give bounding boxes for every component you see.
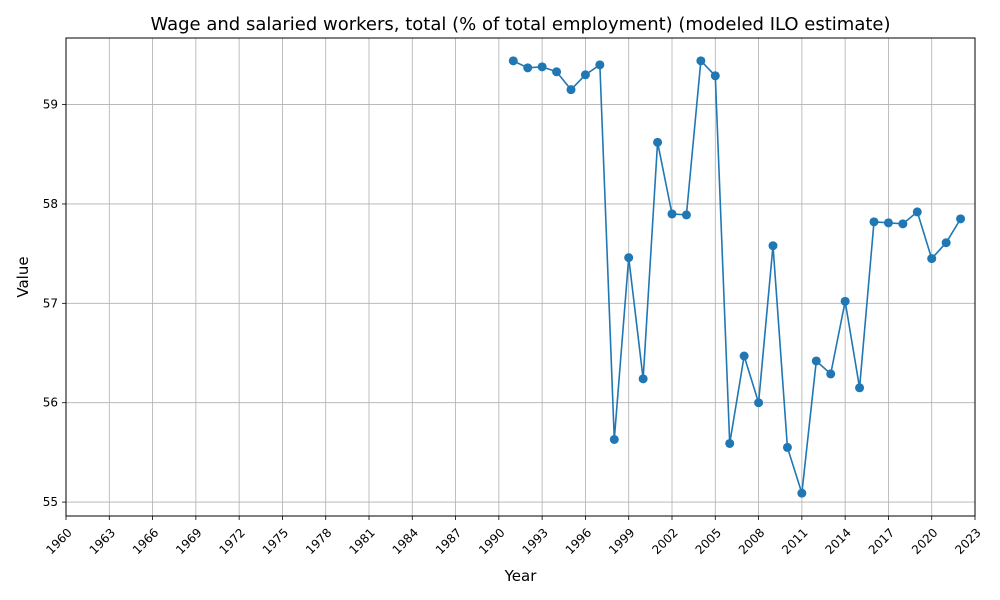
data-point xyxy=(710,71,720,81)
data-point xyxy=(768,241,778,251)
data-point xyxy=(869,217,879,227)
data-point xyxy=(566,85,576,95)
data-point xyxy=(754,398,764,408)
y-axis-label: Value xyxy=(14,256,32,297)
data-point xyxy=(537,62,547,72)
data-point xyxy=(912,207,922,217)
data-point xyxy=(595,60,605,70)
data-point xyxy=(609,434,619,444)
data-point xyxy=(552,67,562,77)
data-series xyxy=(508,56,966,498)
plot-frame xyxy=(65,37,976,517)
data-point xyxy=(883,218,893,228)
data-point xyxy=(782,442,792,452)
chart-title: Wage and salaried workers, total (% of t… xyxy=(150,14,890,35)
data-point xyxy=(811,356,821,366)
data-point xyxy=(941,238,951,248)
data-point xyxy=(696,56,706,66)
data-point xyxy=(797,488,807,498)
data-point xyxy=(624,253,634,263)
data-point xyxy=(580,70,590,80)
data-point xyxy=(826,369,836,379)
x-axis-label: Year xyxy=(504,567,538,585)
y-axis-ticks: 55 56 57 58 59 xyxy=(43,98,66,509)
gridlines xyxy=(65,38,976,516)
data-point xyxy=(927,254,937,264)
y-tick-label: 56 xyxy=(43,396,58,410)
data-point xyxy=(653,137,663,147)
data-point xyxy=(956,214,966,224)
y-tick-label: 59 xyxy=(43,98,58,112)
data-point xyxy=(667,209,677,219)
y-tick-label: 55 xyxy=(43,495,58,509)
data-point xyxy=(898,219,908,229)
data-point xyxy=(725,438,735,448)
y-tick-label: 57 xyxy=(43,296,58,310)
y-tick-label: 58 xyxy=(43,197,58,211)
data-point xyxy=(681,210,691,220)
data-point xyxy=(840,296,850,306)
data-point xyxy=(508,56,518,66)
data-point xyxy=(523,63,533,73)
data-point xyxy=(739,351,749,361)
data-point xyxy=(638,374,648,384)
data-point xyxy=(855,383,865,393)
